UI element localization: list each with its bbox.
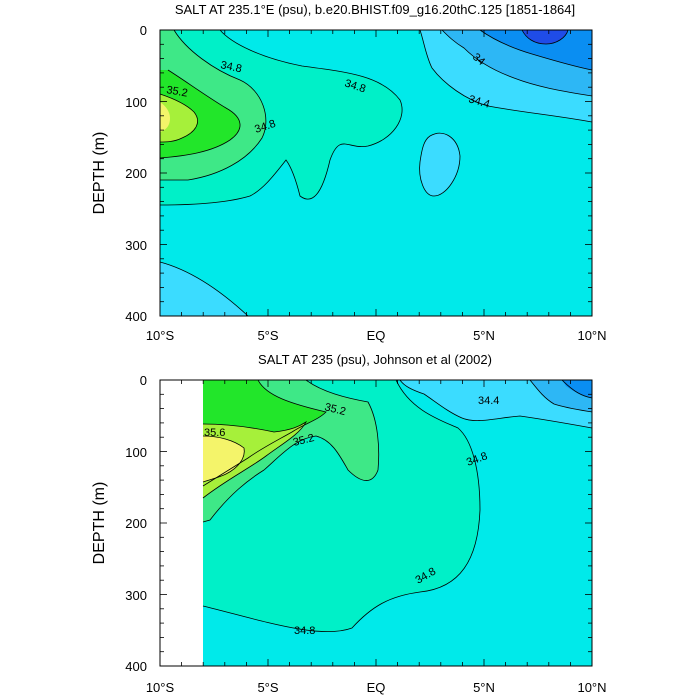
panel1-contour-line xyxy=(521,29,569,45)
panel2-contour-label: 34.8 xyxy=(294,625,315,637)
panel2-y-ticks: 0 100 200 300 400 xyxy=(125,373,147,674)
panel1-contour-line xyxy=(479,29,593,71)
panel1-contour-line xyxy=(419,29,593,123)
panel1-region-core xyxy=(160,102,170,132)
panel2-x-tick-label: 10°S xyxy=(146,680,175,695)
panel2-contour-line xyxy=(399,379,593,429)
panel1-region-deep xyxy=(160,262,248,316)
panel1-y-tick-label: 100 xyxy=(125,95,147,110)
panel2-contour-label: 34.4 xyxy=(478,395,499,407)
panel2-tick-marks xyxy=(159,379,593,667)
panel2-contour-line xyxy=(202,435,245,483)
panel2-contour-lines xyxy=(202,379,593,633)
panel1-x-tick-label: EQ xyxy=(367,328,386,343)
panel-model: SALT AT 235.1°E (psu), b.e20.BHIST.f09_g… xyxy=(91,2,607,343)
panel2-region-core xyxy=(203,436,245,482)
panel2-x-tick-label: 10°N xyxy=(577,680,606,695)
panel1-x-tick-label: 10°N xyxy=(577,328,606,343)
panel1-region-33-8 xyxy=(480,30,592,70)
panel2-contour-line xyxy=(202,379,327,487)
panel2-title: SALT AT 235 (psu), Johnson et al (2002) xyxy=(258,352,492,367)
panel1-y-tick-label: 0 xyxy=(140,23,147,38)
panel1-region-35-6 xyxy=(160,94,198,142)
panel1-y-axis-label: DEPTH (m) xyxy=(91,132,108,215)
panel2-y-axis-label: DEPTH (m) xyxy=(91,482,108,565)
panel2-contour-line xyxy=(202,379,481,633)
panel2-x-ticks: 10°S 5°S EQ 5°N 10°N xyxy=(146,680,607,695)
panel1-y-tick-label: 300 xyxy=(125,238,147,253)
panel1-contour-line xyxy=(159,261,249,317)
panel2-y-tick-label: 300 xyxy=(125,588,147,603)
panel1-y-ticks: 0 100 200 300 400 xyxy=(125,23,147,324)
panel1-region-eq-patch xyxy=(419,133,460,196)
panel1-contour-label: 34.4 xyxy=(467,93,491,110)
panel2-plot-area: 35.2 35.6 35.2 34.4 34.8 34.8 34.8 xyxy=(202,379,593,666)
panel2-x-tick-label: 5°S xyxy=(257,680,278,695)
panel1-contour-line xyxy=(159,93,198,143)
panel1-title: SALT AT 235.1°E (psu), b.e20.BHIST.f09_g… xyxy=(175,2,575,17)
panel2-region-33-8 xyxy=(562,380,592,398)
panel2-contour-line xyxy=(202,379,380,523)
panel1-contour-label: 35.2 xyxy=(165,84,188,100)
panel1-contour-line xyxy=(159,69,241,159)
panel1-x-tick-label: 5°N xyxy=(473,328,495,343)
panel1-contour-line xyxy=(419,132,461,197)
panel1-y-tick-label: 400 xyxy=(125,309,147,324)
panel1-contour-line xyxy=(441,29,593,97)
panel1-x-tick-label: 10°S xyxy=(146,328,175,343)
panel2-contour-line xyxy=(202,420,308,499)
panel2-contour-label: 35.2 xyxy=(292,432,316,449)
panel2-contour-label: 35.6 xyxy=(204,427,225,439)
panel1-contour-line xyxy=(160,29,267,181)
panel1-x-tick-label: 5°S xyxy=(257,328,278,343)
panel2-contour-label: 35.2 xyxy=(323,401,347,418)
panel2-x-tick-label: 5°N xyxy=(473,680,495,695)
panel1-contour-line xyxy=(159,29,403,206)
panel2-y-tick-label: 400 xyxy=(125,659,147,674)
panel1-region-33-5 xyxy=(522,30,568,44)
panel1-plot-area: 34.8 34.8 35.2 34.8 34 34.4 xyxy=(159,29,593,317)
panel2-contour-line xyxy=(561,379,593,399)
panel2-y-tick-label: 0 xyxy=(140,373,147,388)
panel1-x-ticks: 10°S 5°S EQ 5°N 10°N xyxy=(146,328,607,343)
panel2-y-tick-label: 100 xyxy=(125,445,147,460)
panel1-contour-label: 34.8 xyxy=(219,59,242,75)
panel2-x-tick-label: EQ xyxy=(367,680,386,695)
panel1-y-tick-label: 200 xyxy=(125,166,147,181)
panel1-tick-marks xyxy=(159,29,593,317)
panel2-contour-line xyxy=(529,379,593,413)
panel-observed: SALT AT 235 (psu), Johnson et al (2002) xyxy=(91,352,607,695)
panel1-contour-lines xyxy=(159,29,593,317)
panel2-y-tick-label: 200 xyxy=(125,516,147,531)
